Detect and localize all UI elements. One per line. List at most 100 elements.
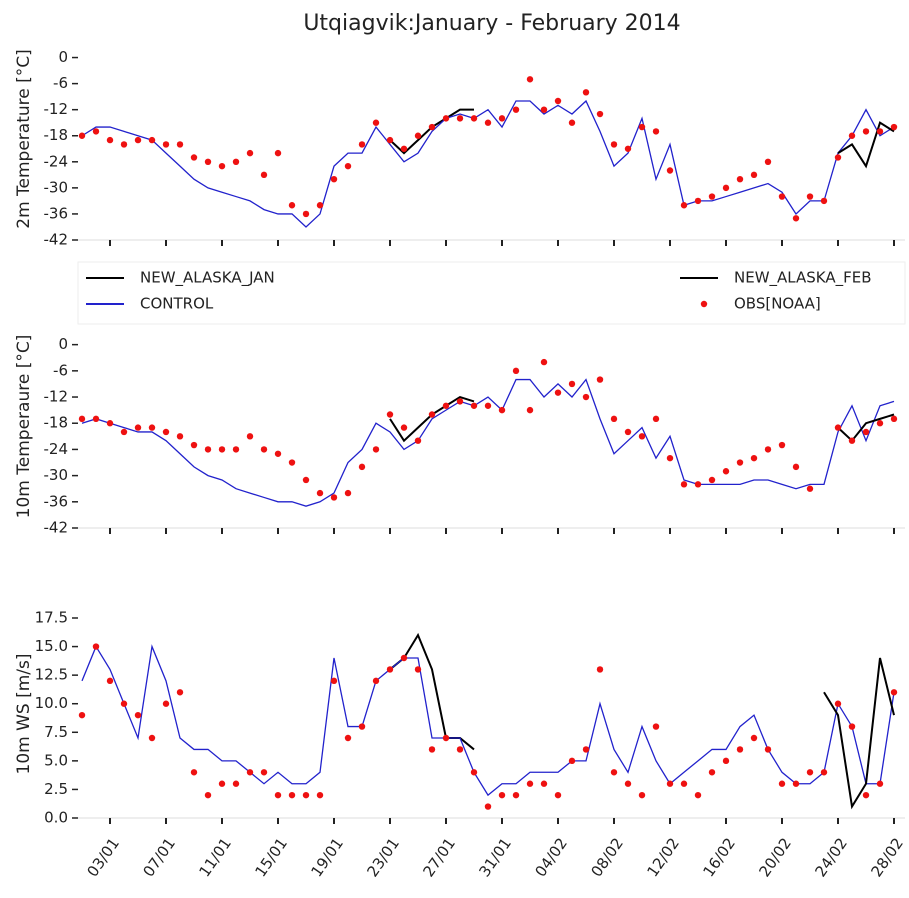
obs-point [862,791,870,799]
obs-point [764,446,772,453]
obs-point [246,149,254,157]
obs-point [232,780,240,787]
obs-point [148,424,156,431]
obs-point [162,700,170,707]
obs-point [862,128,870,135]
obs-point [302,210,310,218]
obs-point [722,184,730,192]
y-tick-label: -12 [44,388,69,406]
obs-point [806,485,814,492]
obs-point [442,734,450,742]
obs-point [792,463,800,471]
x-tick-label: 12/02 [643,835,683,881]
obs-point [820,769,828,776]
obs-point [386,136,394,144]
x-tick-label: 07/01 [139,835,179,881]
obs-point [484,803,492,810]
obs-point [596,110,604,118]
obs-point [106,420,114,427]
obs-point [652,128,660,135]
series-line [81,378,895,507]
obs-point [652,415,660,423]
obs-point [274,450,282,457]
obs-point [568,380,576,388]
obs-point [260,446,268,453]
obs-point [806,193,814,200]
obs-point [442,115,450,122]
obs-point [386,411,394,418]
obs-point [400,654,408,662]
obs-point [736,746,744,753]
obs-point [134,136,142,144]
obs-point [722,757,730,765]
y-tick-label: -36 [44,492,69,510]
obs-point [330,175,338,183]
obs-point [232,446,240,453]
obs-point [694,197,702,205]
obs-point [288,202,296,209]
obs-point [596,666,604,673]
chart-title: Utqiagvik:January - February 2014 [303,11,680,36]
obs-point [582,89,590,96]
x-tick-label: 31/01 [475,835,515,881]
y-tick-label: 5.0 [44,751,68,769]
series-line [823,657,895,810]
obs-point [750,454,758,462]
obs-point [512,367,520,375]
obs-point [260,769,268,776]
obs-point [582,393,590,401]
obs-point [568,119,576,126]
x-tick-label: 28/02 [867,835,907,881]
series-line [837,121,895,169]
obs-point [428,123,436,131]
obs-point [680,202,688,209]
obs-point [358,463,366,471]
obs-point [708,769,716,776]
obs-point [680,481,688,488]
obs-point [834,700,842,707]
obs-point [176,689,184,696]
obs-point [288,459,296,466]
obs-point [498,115,506,122]
legend-marker [700,300,708,308]
obs-point [848,723,856,730]
y-tick-label: -30 [44,466,69,484]
obs-point [204,158,212,166]
obs-point [862,428,870,436]
x-tick-label: 04/02 [531,835,571,881]
y-axis-label: 10m Temperaure [°C] [14,335,34,519]
legend-label: NEW_ALASKA_FEB [734,269,872,288]
obs-point [876,420,884,427]
obs-point [330,677,338,685]
obs-point [456,398,464,405]
series-line [81,99,895,228]
x-tick-label: 19/01 [307,835,347,881]
obs-point [624,780,632,787]
y-tick-label: 10.0 [35,694,68,712]
y-tick-label: 12.5 [35,666,68,684]
y-tick-label: -36 [44,204,69,222]
obs-point [400,145,408,152]
series-line [389,632,475,751]
y-axis-label: 2m Temperature [°C] [14,49,34,229]
obs-point [316,791,324,799]
obs-point [316,202,324,209]
legend-box [77,261,906,325]
obs-point [274,149,282,157]
obs-point [162,428,170,436]
obs-point [708,476,716,484]
y-tick-label: -18 [44,126,69,144]
obs-point [848,132,856,139]
obs-point [372,119,380,126]
obs-point [512,106,520,113]
obs-point [540,780,548,787]
obs-point [344,162,352,170]
obs-point [736,175,744,183]
obs-point [358,723,366,730]
obs-point [414,437,422,444]
obs-point [134,424,142,431]
obs-point [680,780,688,787]
obs-point [92,128,100,135]
obs-point [876,780,884,787]
obs-point [148,136,156,144]
